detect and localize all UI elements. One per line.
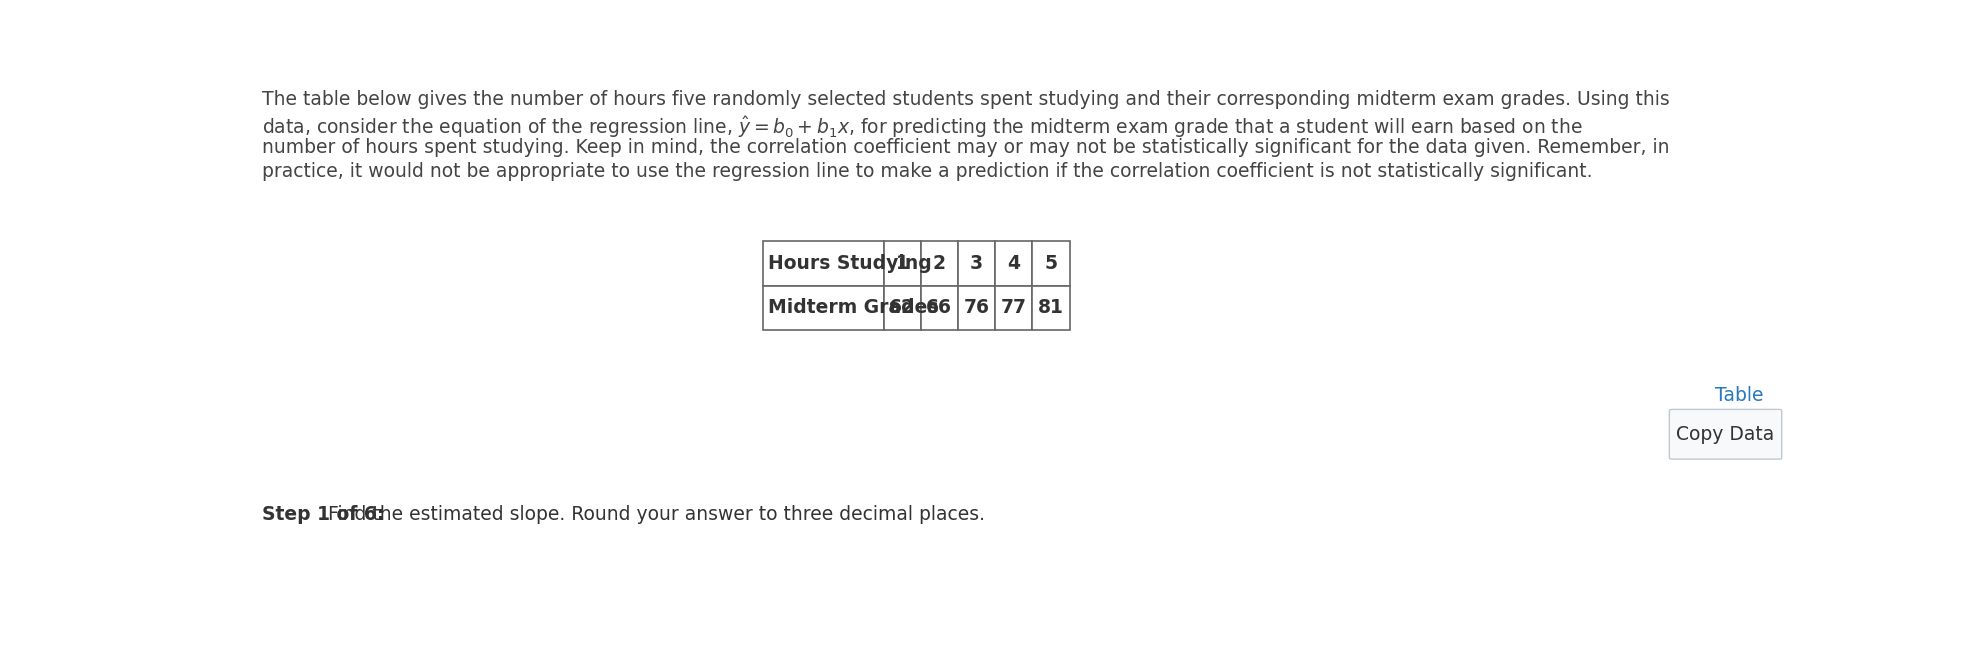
Text: Hours Studying: Hours Studying: [768, 254, 932, 273]
Text: 4: 4: [1008, 254, 1020, 273]
Text: Table: Table: [1716, 386, 1764, 405]
Text: The table below gives the number of hours five randomly selected students spent : The table below gives the number of hour…: [262, 90, 1671, 109]
Text: 66: 66: [927, 299, 952, 318]
Text: 5: 5: [1044, 254, 1057, 273]
Bar: [921, 241, 958, 286]
Text: number of hours spent studying. Keep in mind, the correlation coefficient may or: number of hours spent studying. Keep in …: [262, 138, 1669, 157]
FancyBboxPatch shape: [1669, 410, 1782, 459]
Text: Copy Data: Copy Data: [1676, 425, 1774, 444]
Bar: [883, 241, 921, 286]
Text: 76: 76: [964, 299, 990, 318]
Bar: [996, 286, 1032, 330]
Text: 81: 81: [1038, 299, 1063, 318]
Text: practice, it would not be appropriate to use the regression line to make a predi: practice, it would not be appropriate to…: [262, 162, 1593, 181]
Text: data, consider the equation of the regression line, $\hat{y} = b_0 + b_1x$, for : data, consider the equation of the regre…: [262, 114, 1583, 140]
Bar: [764, 286, 883, 330]
Bar: [958, 286, 996, 330]
Bar: [1032, 241, 1069, 286]
Text: 2: 2: [932, 254, 946, 273]
Text: Find the estimated slope. Round your answer to three decimal places.: Find the estimated slope. Round your ans…: [321, 505, 986, 524]
Text: 77: 77: [1000, 299, 1026, 318]
Bar: [764, 241, 883, 286]
Text: Step 1 of 6:: Step 1 of 6:: [262, 505, 385, 524]
Bar: [883, 286, 921, 330]
Bar: [1032, 286, 1069, 330]
Bar: [921, 286, 958, 330]
Text: 3: 3: [970, 254, 982, 273]
Text: Midterm Grades: Midterm Grades: [768, 299, 938, 318]
Bar: [958, 241, 996, 286]
Text: 62: 62: [889, 299, 915, 318]
Text: 1: 1: [895, 254, 909, 273]
Bar: [996, 241, 1032, 286]
